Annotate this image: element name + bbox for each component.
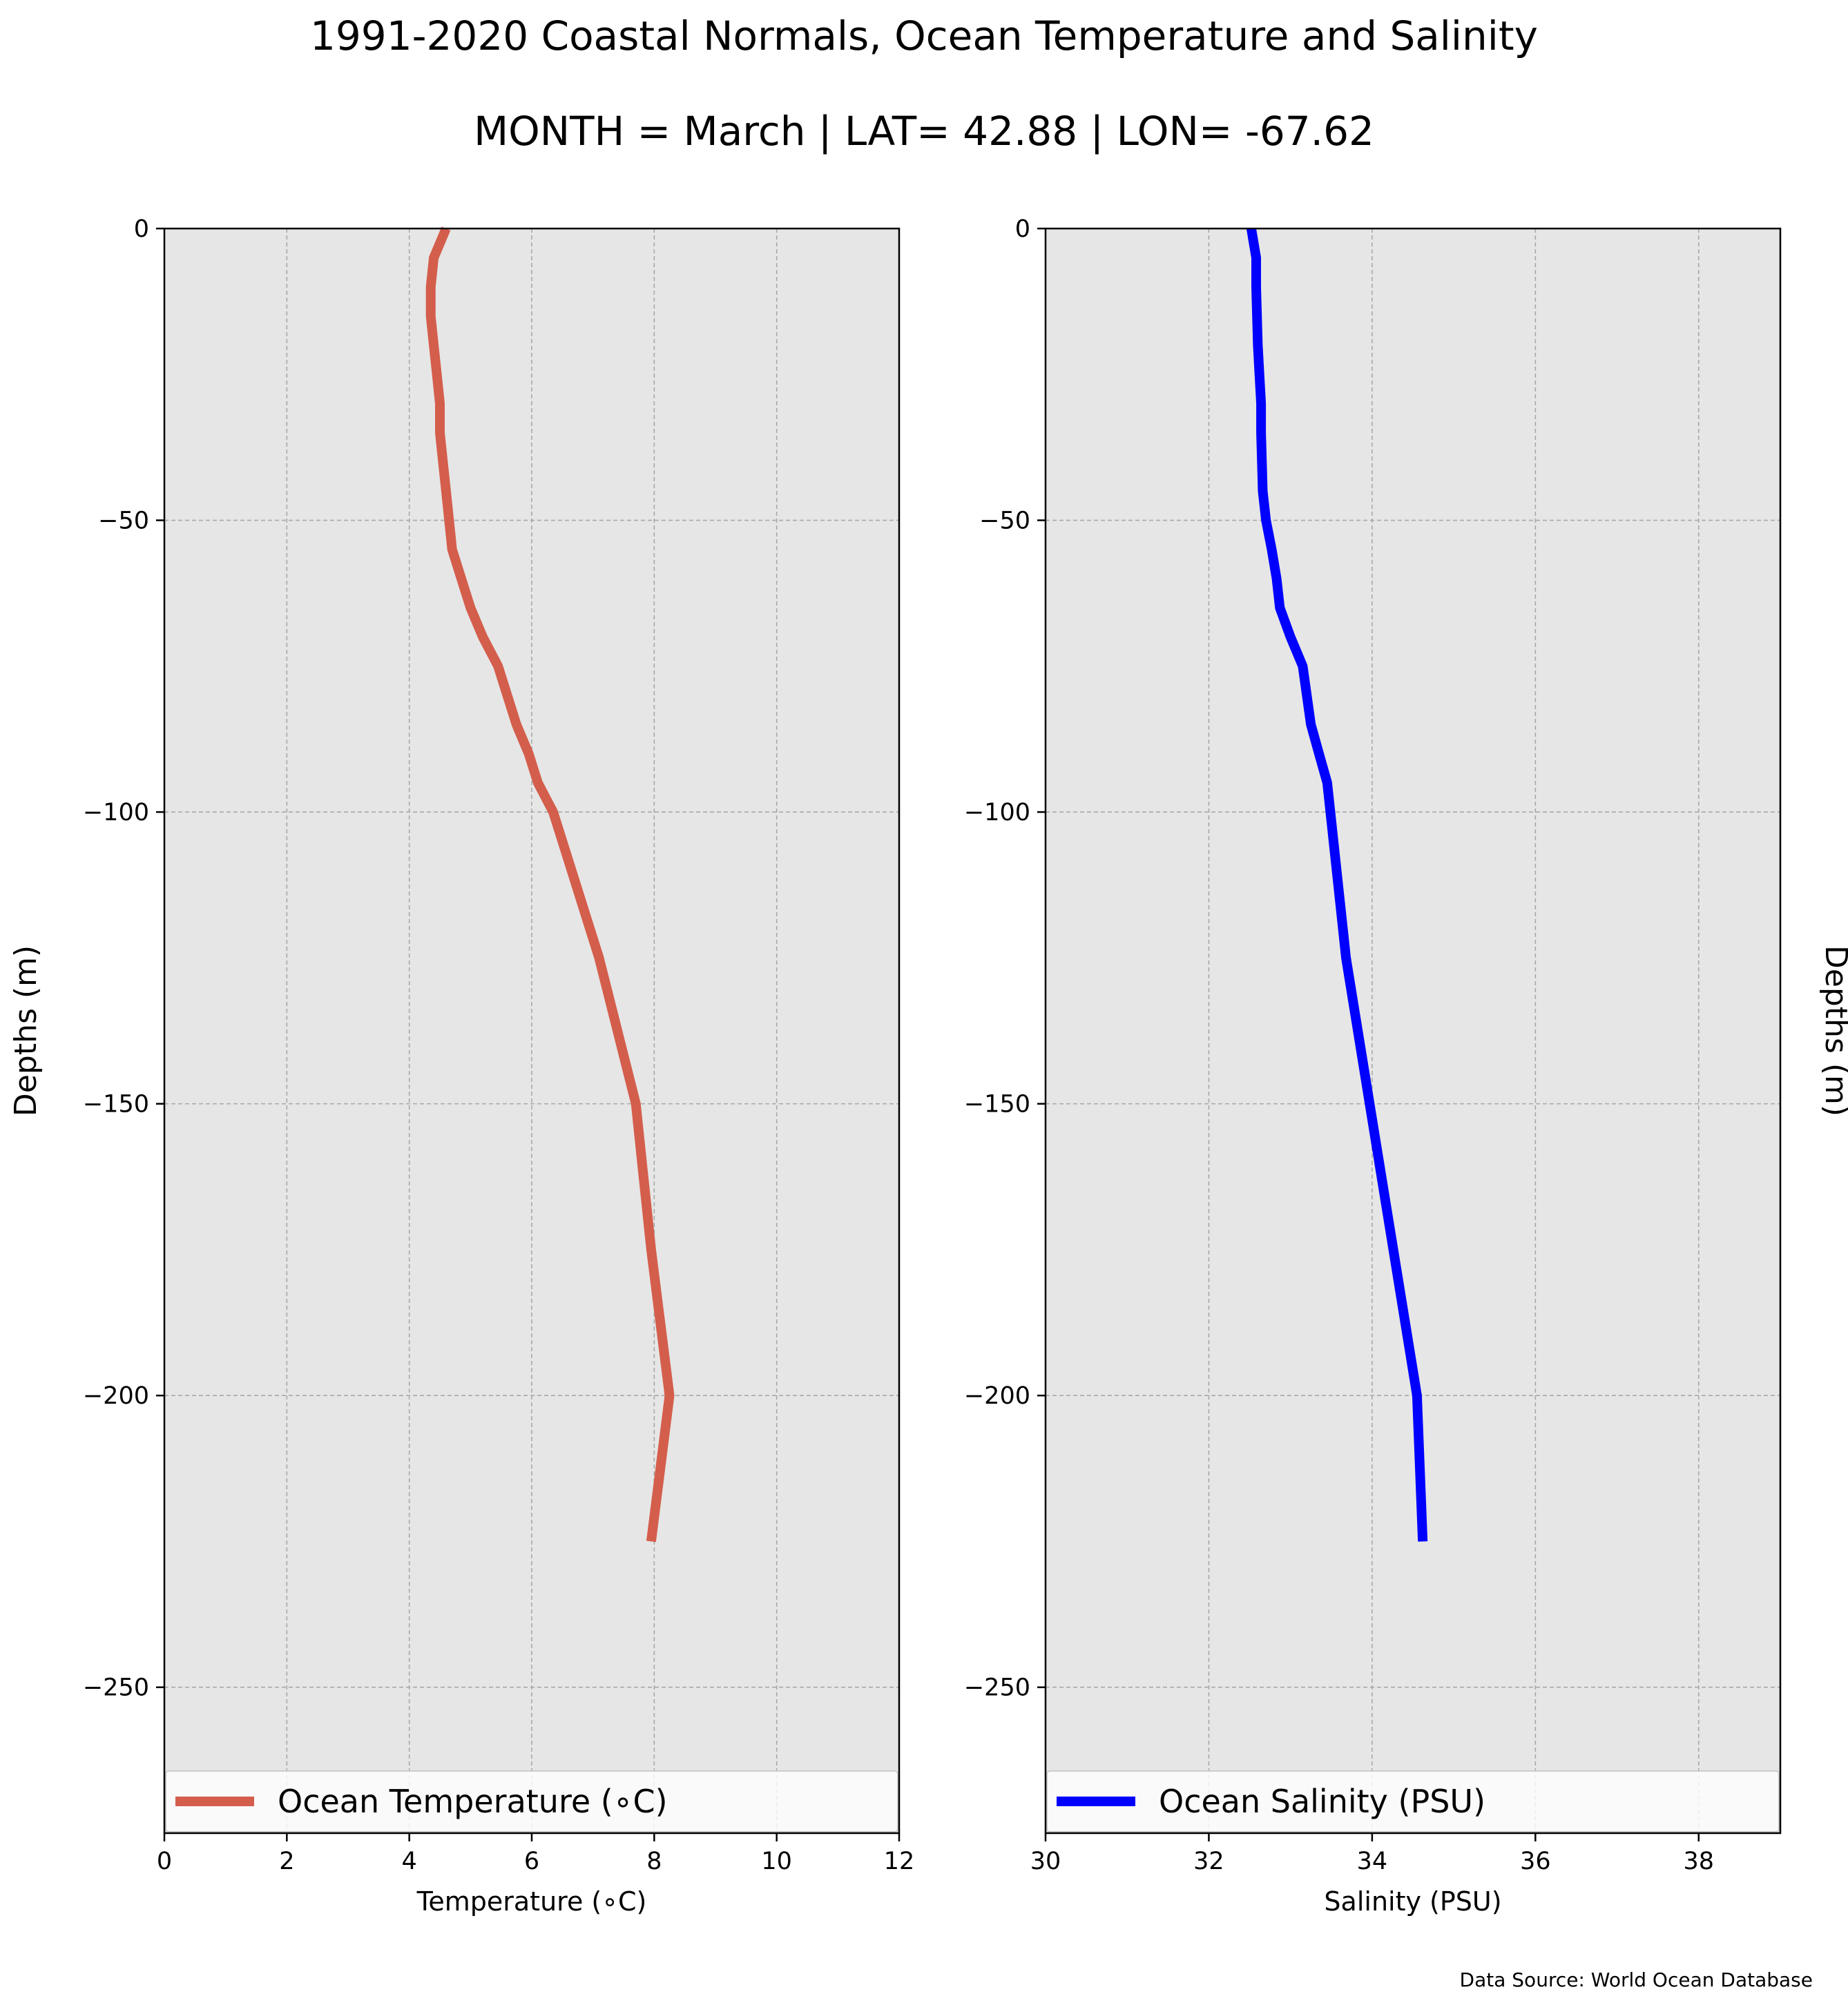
y-tick-label: −50 — [98, 507, 149, 535]
x-tick-label: 4 — [402, 1848, 417, 1875]
x-axis-label: Temperature (∘C) — [416, 1886, 647, 1917]
y-tick-label: −150 — [83, 1091, 149, 1119]
series-line — [1246, 227, 1428, 1542]
y-tick-label: −100 — [83, 799, 149, 826]
y-tick-label: 0 — [1015, 215, 1030, 243]
y-axis-label: Depths (m) — [8, 945, 44, 1116]
x-tick-label: 6 — [524, 1848, 539, 1875]
x-tick-label: 0 — [157, 1848, 172, 1875]
x-tick-label: 34 — [1357, 1848, 1388, 1875]
x-tick-label: 10 — [761, 1848, 792, 1875]
y-tick-label: −200 — [964, 1382, 1030, 1410]
temperature-panel: Ocean Temperature (∘C) 0 2 4 6 8 10 12 0 −50 −100 −… — [8, 215, 914, 1917]
plot-background — [1046, 229, 1780, 1833]
y-tick-label: −50 — [979, 507, 1030, 535]
x-tick-label: 2 — [279, 1848, 294, 1875]
x-axis-label: Salinity (PSU) — [1324, 1886, 1501, 1917]
chart-subtitle: MONTH = March | LAT= 42.88 | LON= -67.62 — [474, 108, 1374, 155]
y-tick-label: 0 — [134, 215, 149, 243]
x-tick-label: 32 — [1193, 1848, 1224, 1875]
legend: Ocean Salinity (PSU) — [1046, 1770, 1780, 1832]
chart-title: 1991-2020 Coastal Normals, Ocean Tempera… — [310, 12, 1538, 59]
x-tick-label: 36 — [1520, 1848, 1551, 1875]
y-tick-label: −250 — [964, 1674, 1030, 1702]
x-tick-label: 30 — [1030, 1848, 1061, 1875]
legend-label: Ocean Temperature (∘C) — [278, 1783, 668, 1820]
x-tick-label: 8 — [646, 1848, 662, 1875]
y-tick-label: −250 — [83, 1674, 149, 1702]
salinity-panel: Ocean Salinity (PSU) 30 32 34 36 38 0 −50 −100 −1… — [964, 215, 1848, 1917]
y-axis-label: Depths (m) — [1818, 945, 1848, 1116]
x-tick-label: 38 — [1684, 1848, 1715, 1875]
data-source-note: Data Source: World Ocean Database — [1460, 1968, 1813, 1991]
x-tick-label: 12 — [884, 1848, 915, 1875]
legend-box — [165, 1770, 898, 1832]
legend-box — [1046, 1770, 1780, 1832]
legend-label: Ocean Salinity (PSU) — [1159, 1783, 1485, 1820]
y-tick-label: −150 — [964, 1091, 1030, 1119]
y-tick-label: −200 — [83, 1382, 149, 1410]
legend: Ocean Temperature (∘C) — [165, 1770, 898, 1832]
y-tick-label: −100 — [964, 799, 1030, 826]
series-line — [425, 226, 675, 1542]
axes-frame — [1044, 227, 1782, 1835]
